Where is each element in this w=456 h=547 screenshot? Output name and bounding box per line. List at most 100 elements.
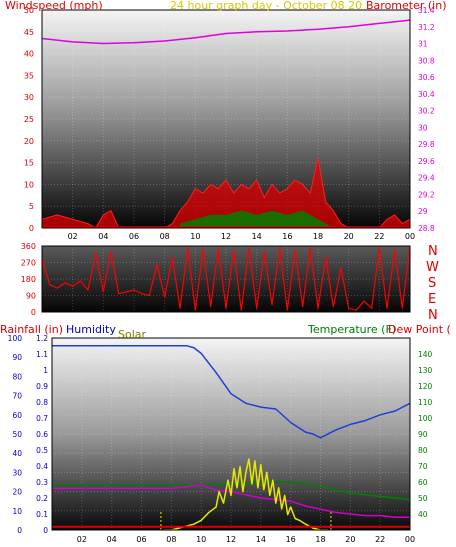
humidity-y-tick-label: 50 (12, 430, 22, 439)
climate-panel-background (52, 338, 410, 530)
climate-x-tick-label: 04 (107, 535, 117, 544)
barometer-y-tick-label: 28.8 (418, 224, 435, 233)
wind-x-tick-label: 04 (98, 232, 108, 241)
wind-x-tick-label: 20 (344, 232, 354, 241)
windspeed-y-tick-label: 20 (24, 137, 34, 146)
wind-direction-line (41, 245, 411, 311)
barometer-line (41, 19, 411, 45)
climate-x-tick-label: 06 (136, 535, 146, 544)
temperature-y-tick-label: 130 (418, 366, 433, 375)
rainfall-y-tick-label: 0.4 (36, 462, 48, 471)
humidity-y-tick-label: 30 (12, 468, 22, 477)
temperature-axis-label: Temperature (F) (307, 323, 396, 336)
dewpoint-axis-label: Dew Point ( (388, 323, 451, 336)
barometer-y-tick-label: 30 (418, 123, 428, 132)
wind-x-tick-label: 16 (282, 232, 292, 241)
temperature-y-tick-label: 80 (418, 446, 428, 455)
climate-x-tick-label: 20 (345, 535, 355, 544)
barometer-y-tick-label: 30.2 (418, 107, 435, 116)
temperature-y-tick-label: 60 (418, 478, 428, 487)
wind-panel-frame (41, 9, 411, 229)
temperature-y-tick-label: 50 (418, 494, 428, 503)
windspeed-y-tick-label: 40 (24, 50, 34, 59)
barometer-y-tick-label: 29.2 (418, 190, 435, 199)
wind-gust-area (42, 158, 410, 228)
wind-x-tick-label: 02 (68, 232, 78, 241)
rainfall-y-tick-label: 0 (43, 526, 48, 535)
barometer-y-tick-label: 29.4 (418, 174, 435, 183)
windspeed-y-tick-label: 45 (24, 28, 34, 37)
wind-average-area (180, 210, 334, 228)
wind-x-tick-label: 10 (190, 232, 200, 241)
rainfall-y-tick-label: 0.3 (36, 478, 48, 487)
wind-x-tick-label: 14 (252, 232, 262, 241)
barometer-y-tick-label: 30.4 (418, 90, 435, 99)
rainfall-y-tick-label: 0.5 (36, 446, 48, 455)
rainfall-y-tick-label: 0.2 (36, 494, 48, 503)
barometer-axis-label: Barometer (in) (366, 0, 447, 12)
solar-line (163, 458, 328, 531)
wind-x-tick-label: 18 (313, 232, 323, 241)
windspeed-y-tick-label: 25 (24, 115, 34, 124)
wind-x-tick-label: 22 (374, 232, 384, 241)
windspeed-y-tick-label: 30 (24, 93, 34, 102)
humidity-y-tick-label: 100 (8, 334, 23, 343)
barometer-y-tick-label: 31.4 (418, 6, 435, 15)
humidity-axis-label: Humidity (66, 323, 116, 336)
compass-letter-n-bottom: N (428, 308, 438, 323)
rainfall-y-tick-label: 0.7 (36, 414, 48, 423)
climate-x-tick-label: 14 (256, 535, 266, 544)
climate-x-tick-label: 02 (77, 535, 87, 544)
temperature-line (52, 481, 411, 501)
direction-y-tick-label: 180 (21, 275, 36, 284)
barometer-y-tick-label: 31 (418, 40, 428, 49)
barometer-y-tick-label: 29.8 (418, 140, 435, 149)
wind-x-tick-label: 00 (405, 232, 415, 241)
direction-y-tick-label: 90 (26, 292, 36, 301)
rainfall-y-tick-label: 0.9 (36, 382, 48, 391)
windspeed-y-tick-label: 50 (24, 6, 34, 15)
barometer-y-tick-label: 31.2 (418, 23, 435, 32)
humidity-y-tick-label: 60 (12, 411, 22, 420)
temperature-y-tick-label: 110 (418, 398, 433, 407)
windspeed-y-tick-label: 0 (29, 224, 34, 233)
rainfall-y-tick-label: 0.6 (36, 430, 48, 439)
climate-x-tick-label: 10 (196, 535, 206, 544)
barometer-y-tick-label: 30.6 (418, 73, 435, 82)
climate-x-tick-label: 12 (226, 535, 236, 544)
compass-letter-n-top: N (428, 244, 438, 259)
rainfall-y-tick-label: 1.1 (36, 350, 48, 359)
climate-x-tick-label: 22 (375, 535, 385, 544)
temperature-y-tick-label: 120 (418, 382, 433, 391)
rainfall-y-tick-label: 0.8 (36, 398, 48, 407)
rainfall-y-tick-label: 1.2 (36, 334, 48, 343)
windspeed-y-tick-label: 10 (24, 180, 34, 189)
tick-labels: 02 04 06 08 10 12 14 16 18 20 22 000510152025303540… (8, 6, 435, 544)
direction-y-tick-label: 270 (21, 259, 36, 268)
climate-x-tick-label: 18 (315, 535, 325, 544)
humidity-y-tick-label: 40 (12, 449, 22, 458)
wind-x-tick-label: 06 (129, 232, 139, 241)
humidity-y-tick-label: 10 (12, 507, 22, 516)
humidity-line (52, 344, 411, 439)
direction-y-tick-label: 0 (31, 308, 36, 317)
humidity-y-tick-label: 90 (12, 353, 22, 362)
climate-x-tick-label: 00 (405, 535, 415, 544)
humidity-y-tick-label: 0 (17, 526, 22, 535)
rainfall-y-tick-label: 0.1 (36, 510, 48, 519)
compass-letter-w: W (426, 260, 439, 275)
climate-x-tick-label: 08 (166, 535, 176, 544)
humidity-y-tick-label: 80 (12, 372, 22, 381)
humidity-y-tick-label: 20 (12, 488, 22, 497)
windspeed-y-tick-label: 35 (24, 71, 34, 80)
barometer-y-tick-label: 29.6 (418, 157, 435, 166)
direction-panel-background (42, 246, 410, 312)
barometer-y-tick-label: 29 (418, 207, 428, 216)
climate-panel-frame (51, 337, 411, 531)
windspeed-y-tick-label: 15 (24, 159, 34, 168)
windspeed-axis-label: Windspeed (mph) (5, 0, 103, 12)
temperature-y-tick-label: 70 (418, 462, 428, 471)
temperature-y-tick-label: 100 (418, 414, 433, 423)
